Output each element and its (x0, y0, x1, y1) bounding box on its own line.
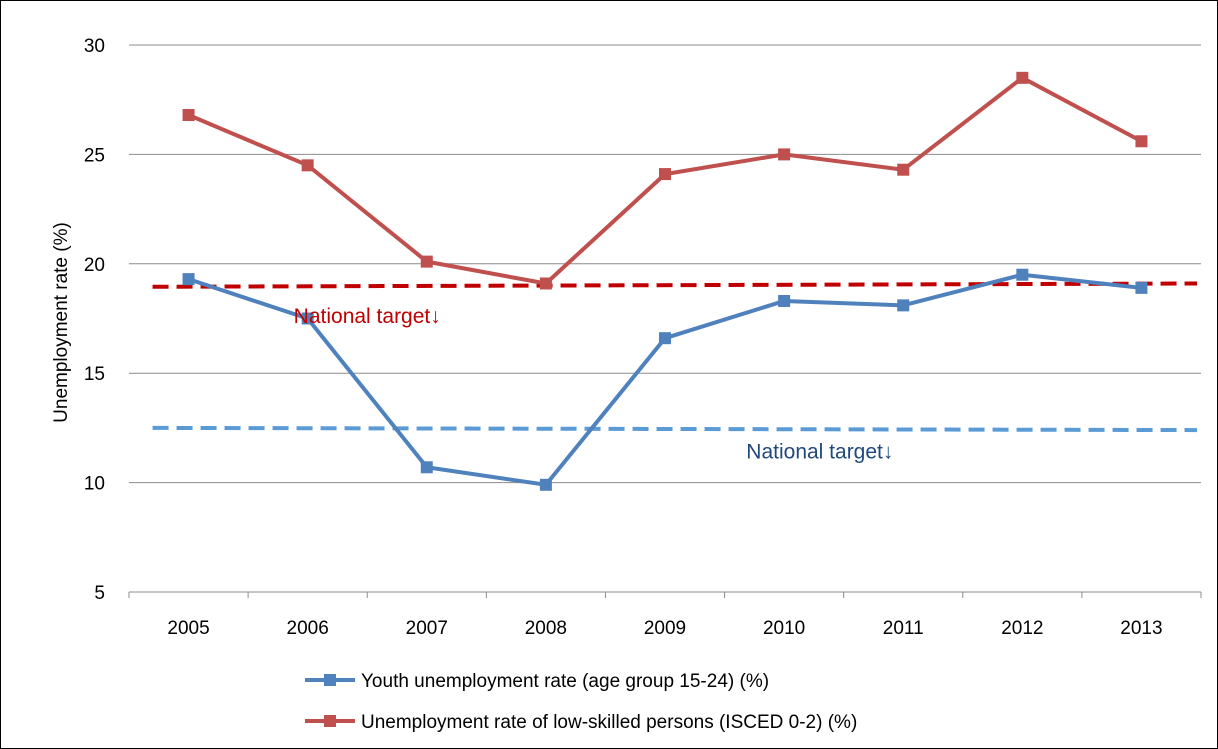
legend-label: Unemployment rate of low-skilled persons… (361, 712, 857, 733)
gridlines (129, 44, 1201, 593)
x-tick-label: 2005 (167, 618, 209, 639)
national-target-line (152, 281, 1198, 289)
data-point-marker (420, 461, 433, 474)
legend-entry: Youth unemployment rate (age group 15-24… (305, 671, 769, 692)
data-point-marker (1016, 71, 1029, 84)
data-point-marker (301, 312, 314, 325)
x-tick-label: 2008 (525, 618, 567, 639)
data-point-marker (1135, 281, 1148, 294)
national-target-lines (152, 281, 1198, 433)
legend-swatch-marker (324, 715, 336, 727)
legend-swatch-marker (324, 674, 336, 686)
data-point-marker (778, 148, 791, 161)
x-axis-tick-labels: 2005 2006 2007 2008 2009 2010 2011 2012 2013 (167, 618, 1162, 639)
y-tick-label: 15 (84, 364, 105, 385)
x-tick-label: 2009 (644, 618, 686, 639)
national-target-label: National target↓ (746, 441, 893, 464)
series-line-2 (187, 75, 1143, 286)
x-tick-label: 2012 (1001, 618, 1043, 639)
legend-entry: Unemployment rate of low-skilled persons… (305, 712, 857, 733)
data-point-marker (897, 163, 910, 176)
data-point-marker (778, 294, 791, 307)
y-tick-label: 5 (94, 583, 105, 604)
y-tick-label: 30 (84, 36, 105, 57)
annotations: National target↓ National target↓ (294, 305, 894, 464)
x-tick-label: 2006 (287, 618, 329, 639)
x-tick-label: 2011 (883, 618, 924, 639)
national-target-label: National target↓ (294, 305, 441, 328)
y-tick-label: 25 (84, 145, 105, 166)
data-point-marker (420, 255, 433, 268)
x-tick-label: 2010 (763, 618, 805, 639)
national-target-line (152, 425, 1198, 433)
x-axis (128, 591, 1202, 598)
y-tick-label: 10 (84, 474, 105, 495)
data-point-marker (539, 277, 552, 290)
data-point-marker (1135, 135, 1148, 148)
data-point-marker (659, 332, 671, 345)
y-axis-label: Unemployment rate (%) (51, 222, 72, 423)
x-tick-label: 2007 (406, 618, 448, 639)
series-lines (182, 71, 1148, 491)
y-axis-tick-labels: 5 10 15 20 25 30 (84, 36, 105, 604)
legend-label: Youth unemployment rate (age group 15-24… (361, 671, 769, 692)
data-point-marker (539, 478, 552, 491)
data-point-marker (897, 299, 910, 312)
y-tick-label: 20 (84, 255, 105, 276)
x-tick-label: 2013 (1120, 618, 1162, 639)
data-point-marker (659, 168, 671, 181)
data-point-marker (182, 273, 195, 286)
data-point-marker (1016, 268, 1029, 281)
data-point-marker (182, 109, 195, 122)
legend: Youth unemployment rate (age group 15-24… (305, 671, 857, 733)
data-point-marker (301, 159, 314, 172)
